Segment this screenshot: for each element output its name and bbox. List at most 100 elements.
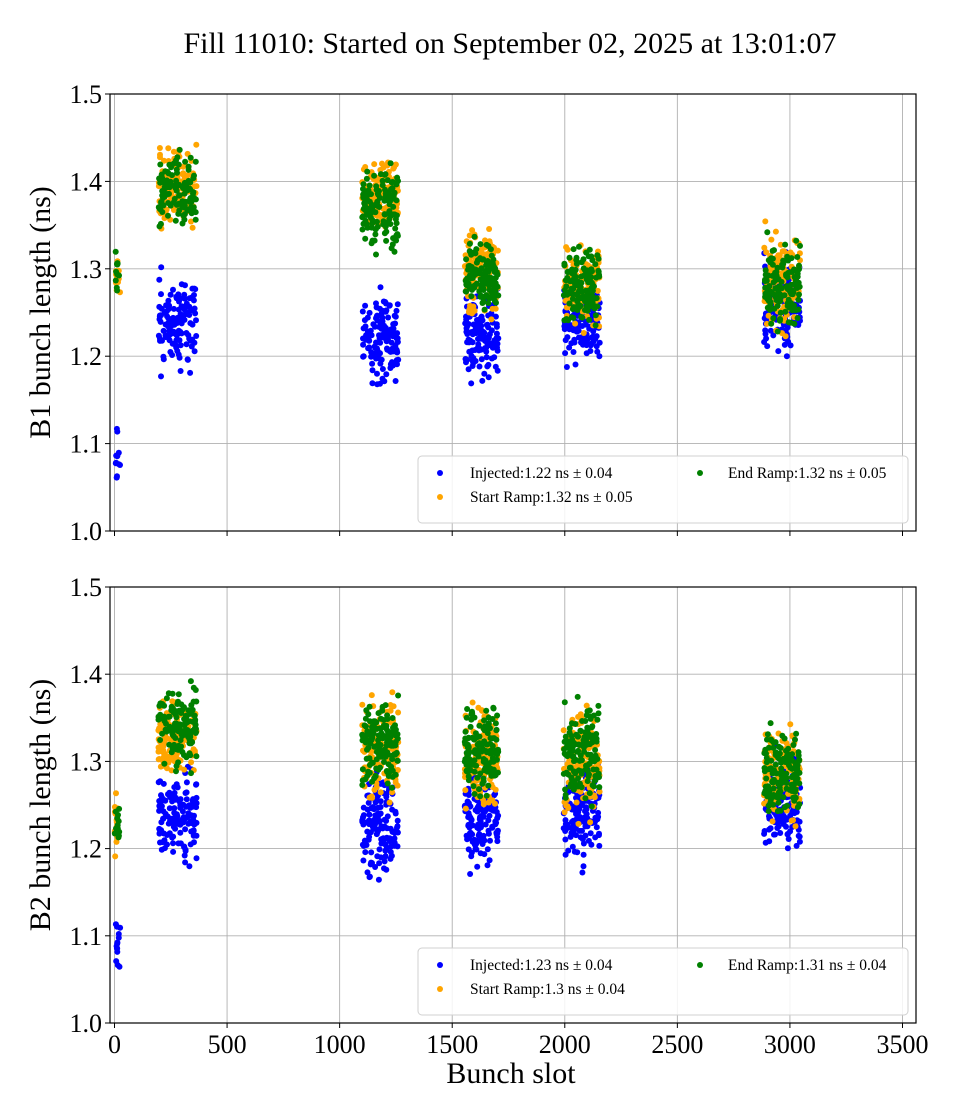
data-point-end-ramp: [112, 277, 119, 284]
data-point-injected: [185, 810, 192, 817]
data-point-end-ramp: [491, 264, 498, 271]
data-point-end-ramp: [483, 267, 490, 274]
data-point-end-ramp: [794, 284, 801, 291]
data-point-end-ramp: [178, 710, 185, 716]
data-point-end-ramp: [775, 276, 782, 283]
data-point-start-ramp: [763, 320, 770, 327]
data-point-injected: [579, 827, 585, 834]
data-point-start-ramp: [488, 316, 495, 323]
data-point-end-ramp: [386, 208, 393, 215]
data-point-end-ramp: [170, 705, 176, 712]
x-axis-label: Bunch slot: [446, 1057, 576, 1090]
data-point-end-ramp: [375, 766, 382, 773]
data-point-injected: [377, 380, 383, 387]
data-point-end-ramp: [580, 256, 587, 263]
data-point-end-ramp: [783, 775, 790, 781]
data-point-injected: [183, 779, 190, 786]
legend-b2: Injected:1.23 ns ± 0.04 Start Ramp:1.3 ns…: [417, 947, 909, 1016]
data-point-end-ramp: [794, 315, 801, 321]
data-point-injected: [369, 367, 376, 374]
data-point-end-ramp: [770, 739, 777, 746]
data-point-end-ramp: [389, 195, 396, 202]
data-point-injected: [187, 819, 194, 826]
data-point-end-ramp: [371, 172, 378, 179]
data-point-end-ramp: [761, 768, 768, 775]
data-point-injected: [392, 378, 399, 384]
data-point-end-ramp: [589, 732, 596, 739]
data-point-end-ramp: [369, 220, 375, 227]
data-point-injected: [376, 860, 383, 867]
data-point-end-ramp: [574, 748, 581, 755]
data-point-injected: [365, 799, 372, 806]
data-point-injected: [569, 843, 576, 850]
data-point-end-ramp: [170, 723, 177, 730]
data-point-end-ramp: [785, 269, 792, 276]
data-point-end-ramp: [480, 758, 487, 765]
data-point-start-ramp: [395, 709, 402, 716]
data-point-end-ramp: [578, 313, 585, 320]
data-point-end-ramp: [173, 166, 180, 173]
data-point-end-ramp: [767, 258, 773, 265]
data-point-end-ramp: [584, 267, 591, 274]
data-point-start-ramp: [480, 801, 487, 808]
data-point-injected: [156, 303, 163, 310]
data-point-end-ramp: [379, 703, 386, 710]
data-point-injected: [767, 825, 774, 832]
data-point-injected: [467, 814, 474, 821]
data-point-injected: [394, 817, 401, 824]
data-point-end-ramp: [161, 702, 168, 709]
data-point-start-ramp: [165, 145, 172, 152]
data-point-end-ramp: [561, 262, 568, 269]
data-point-injected: [187, 369, 194, 376]
data-point-end-ramp: [114, 260, 121, 267]
data-point-end-ramp: [165, 212, 171, 219]
data-point-end-ramp: [377, 747, 384, 754]
data-point-end-ramp: [770, 744, 777, 751]
data-point-injected: [582, 819, 588, 825]
data-point-injected: [165, 297, 172, 304]
data-point-end-ramp: [473, 280, 480, 287]
data-point-start-ramp: [494, 247, 501, 254]
data-point-end-ramp: [586, 707, 593, 714]
data-point-end-ramp: [474, 774, 481, 781]
data-point-end-ramp: [360, 181, 367, 188]
data-point-injected: [375, 876, 382, 883]
data-point-start-ramp: [389, 689, 396, 696]
data-point-end-ramp: [474, 257, 481, 264]
data-point-end-ramp: [576, 283, 583, 290]
data-point-end-ramp: [389, 179, 396, 185]
data-point-injected: [593, 333, 600, 340]
data-point-end-ramp: [373, 756, 380, 763]
data-point-injected: [193, 804, 200, 811]
data-point-injected: [155, 332, 162, 339]
data-point-injected: [562, 836, 569, 843]
data-point-injected: [167, 291, 174, 298]
y-axis-label-b1: B1 bunch length (ns): [24, 186, 57, 438]
data-point-end-ramp: [372, 231, 379, 238]
data-point-end-ramp: [379, 177, 386, 184]
scatter-points-b1: [112, 141, 803, 481]
data-point-injected: [588, 334, 595, 341]
data-point-injected: [377, 339, 384, 346]
data-point-start-ramp: [580, 330, 587, 336]
data-point-end-ramp: [487, 246, 494, 253]
data-point-end-ramp: [379, 182, 386, 189]
data-point-injected: [462, 356, 469, 362]
data-point-end-ramp: [462, 728, 469, 735]
legend-box: [417, 947, 909, 1016]
data-point-injected: [468, 380, 475, 387]
data-point-end-ramp: [568, 774, 575, 781]
data-point-end-ramp: [359, 214, 366, 221]
data-point-end-ramp: [483, 262, 490, 269]
data-point-injected: [469, 838, 476, 845]
data-point-end-ramp: [588, 724, 595, 731]
data-point-end-ramp: [576, 304, 583, 311]
data-point-start-ramp: [485, 799, 492, 806]
data-point-injected: [175, 291, 182, 298]
data-point-end-ramp: [185, 163, 192, 170]
data-point-end-ramp: [365, 744, 372, 751]
data-point-injected: [565, 823, 571, 830]
data-point-injected: [465, 846, 472, 853]
data-point-end-ramp: [466, 240, 473, 247]
data-point-end-ramp: [477, 276, 484, 283]
